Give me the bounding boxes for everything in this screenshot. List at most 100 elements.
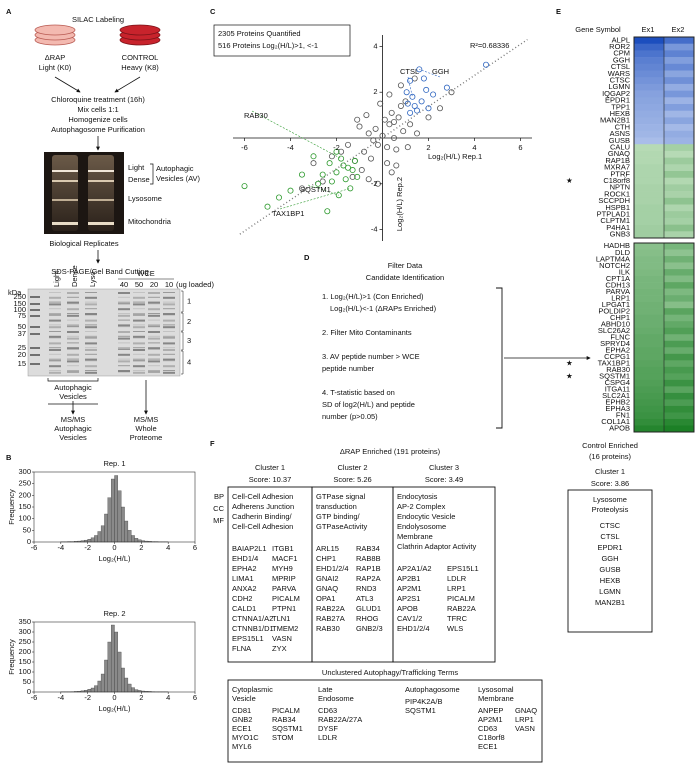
tube-label: Autophagic [156,164,194,173]
point [365,176,372,183]
gel-band [85,365,97,368]
point [379,132,386,139]
gene-name: CHP1 [316,554,336,563]
gene-name: DYSF [318,724,338,733]
point [482,61,489,68]
gene-name: ECE1 [478,742,498,751]
band-number: 3 [187,336,191,345]
gene-name: AP2M1 [397,584,422,593]
bar [90,537,95,543]
heatmap-cell [664,130,694,138]
output-label: Vesicles [59,433,87,442]
bar [97,680,102,693]
tube [52,155,78,231]
gel-band [85,296,97,299]
gel-band [85,314,97,316]
point [407,109,414,116]
heatmap-cell [634,379,664,387]
heatmap-cell [634,50,664,58]
point [420,75,427,82]
marker-band [30,303,40,305]
point [395,114,402,121]
gel-band [67,308,79,311]
heatmap-cell [634,137,664,145]
gel-band [118,303,130,305]
gel-band [85,313,97,315]
point [344,164,351,171]
heatmap-cell [634,399,664,407]
gel-band [49,360,61,362]
point [400,128,407,135]
gene-name: SQSTM1 [405,706,436,715]
gel-band [163,301,175,303]
gel-band [163,313,175,315]
heatmap-cell [634,211,664,219]
marker-band [30,315,40,317]
hist-title: Rep. 2 [103,609,125,618]
band-bracket [181,350,184,375]
gene-name: MACF1 [272,554,297,563]
gene-label: CPT1A [606,274,630,283]
heatmap-cell [664,184,694,192]
y-tick-label: -4 [371,225,378,234]
bar [104,659,108,693]
gel-band [148,296,160,298]
x-tick-label: 4 [166,693,170,702]
gene-label: ABHD10 [601,319,630,328]
title: Filter Data [388,261,423,270]
gel-band [148,358,160,360]
tube-label: Light [128,163,145,172]
condition-label: Light (K0) [39,63,72,72]
title: Control Enriched [582,441,638,450]
caption: SDS-PAGE/Gel Band Cutting [51,267,148,276]
gene-name: FLNA [232,644,251,653]
heatmap-cell [634,104,664,111]
gel-band [163,324,175,326]
gel-band [67,331,79,333]
heatmap-cell [634,269,664,276]
gene-name: GNAI2 [316,574,339,583]
gel-band [49,326,61,329]
gel-band [148,331,160,333]
point [319,171,326,178]
gel-band [148,319,160,321]
heatmap-cell [664,57,694,65]
gel-band [133,342,145,345]
star-marker: ★ [566,359,573,368]
gene-name: CAV1/2 [397,614,422,623]
gel-band [148,313,160,314]
bar [114,475,119,543]
gene-name: EHD1/2/4 [397,624,430,633]
gel-band [148,324,160,327]
cluster-name: Cluster 1 [255,463,285,472]
gel-band [163,308,175,310]
heatmap-cell [634,347,664,355]
bar [94,685,98,693]
gel-band [49,347,61,349]
point [275,194,282,201]
gel-band [133,358,145,361]
gel-band [49,331,61,332]
gene-name: PICALM [447,594,475,603]
marker-band [30,333,40,335]
go-term: Vesicle [232,694,256,703]
heatmap-cell [634,327,664,335]
gel-band [49,335,61,338]
gel-band [67,296,79,298]
annotation-box [213,24,351,57]
heatmap-cell [634,275,664,283]
tube-band [88,170,114,172]
gel-band [49,370,61,371]
gel-band [148,335,160,337]
tube-label: Vesicles (AV) [156,174,201,183]
gene-label: NPTN [610,183,630,192]
gel-band [85,337,97,339]
point [349,167,356,174]
point [397,82,404,89]
gel-band [133,347,145,349]
caption: Vesicles [59,392,87,401]
point [403,89,410,96]
gene-name: VASN [272,634,292,643]
band-number: 2 [187,317,191,326]
point-label: GGH [432,67,449,76]
